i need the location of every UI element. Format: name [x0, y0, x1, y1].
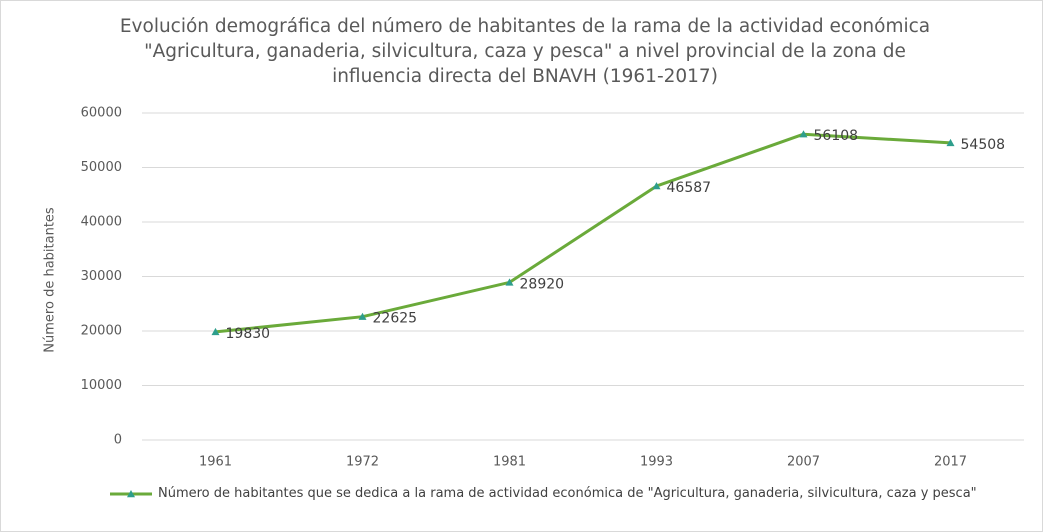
y-tick-label: 60000: [81, 106, 122, 121]
data-line: [215, 132, 951, 334]
data-point: [358, 312, 367, 320]
y-tick-label: 40000: [81, 215, 122, 230]
y-axis-label: Número de habitantes: [43, 207, 58, 353]
data-label: 28920: [520, 276, 565, 292]
y-tick-label: 50000: [81, 160, 122, 175]
x-tick-label: 2007: [787, 455, 820, 470]
x-tick-label: 1993: [640, 455, 673, 470]
x-tick-label: 1981: [493, 455, 526, 470]
data-label: 54508: [961, 137, 1006, 153]
data-label: 19830: [226, 326, 271, 342]
data-point: [799, 130, 808, 138]
data-point: [652, 182, 661, 190]
data-point: [211, 327, 220, 336]
y-tick-label: 10000: [81, 378, 122, 393]
x-tick-label: 1972: [346, 455, 379, 470]
data-point: [946, 138, 955, 147]
legend-marker: [127, 490, 135, 498]
y-tick-label: 30000: [81, 269, 122, 284]
x-tick-label: 1961: [199, 455, 232, 470]
data-label: 56108: [814, 128, 859, 144]
legend-label: Número de habitantes que se dedica a la …: [158, 486, 977, 501]
data-point: [505, 278, 514, 286]
chart-title: Evolución demográfica del número de habi…: [119, 16, 931, 87]
y-tick-label: 20000: [81, 324, 122, 339]
data-label: 46587: [667, 180, 712, 196]
x-tick-label: 2017: [934, 455, 967, 470]
y-tick-label: 0: [114, 433, 122, 448]
data-label: 22625: [373, 311, 418, 327]
